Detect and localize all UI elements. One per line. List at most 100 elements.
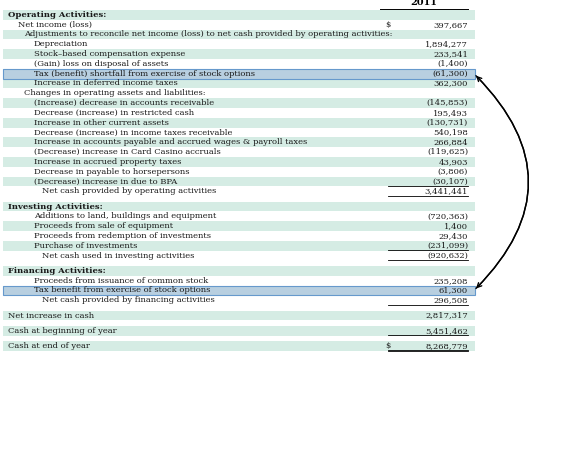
Text: 1,894,277: 1,894,277 (425, 40, 468, 48)
Bar (3, 276, 475, 286)
Text: 3,441,441: 3,441,441 (424, 187, 468, 195)
Text: (920,632): (920,632) (427, 252, 468, 260)
Text: $: $ (385, 21, 390, 29)
Bar (3, 251, 475, 261)
Text: Net cash provided by financing activities: Net cash provided by financing activitie… (42, 296, 215, 304)
Text: Cash at beginning of year: Cash at beginning of year (8, 327, 117, 335)
Text: 2011: 2011 (410, 0, 437, 7)
Bar (3, 98, 475, 108)
Bar (3, 167, 475, 176)
Text: Increase in accrued property taxes: Increase in accrued property taxes (34, 158, 181, 166)
Text: 1,400: 1,400 (444, 222, 468, 230)
Bar (3, 59, 475, 69)
Text: Cash at end of year: Cash at end of year (8, 342, 90, 350)
Text: 195,493: 195,493 (433, 109, 468, 117)
Text: Increase in deferred income taxes: Increase in deferred income taxes (34, 80, 178, 87)
Bar (3, 221, 475, 231)
Bar (3, 69, 475, 79)
Bar (3, 241, 475, 251)
Bar (3, 128, 475, 137)
Text: Net cash provided by operating activities: Net cash provided by operating activitie… (42, 187, 216, 195)
Text: 397,667: 397,667 (433, 21, 468, 29)
Text: (119,625): (119,625) (427, 148, 468, 156)
Text: (Decrease) increase in Card Casino accruals: (Decrease) increase in Card Casino accru… (34, 148, 221, 156)
Text: Net cash used in investing activities: Net cash used in investing activities (42, 252, 194, 260)
Text: (1,400): (1,400) (437, 60, 468, 68)
Text: Tax (benefit) shortfall from exercise of stock options: Tax (benefit) shortfall from exercise of… (34, 70, 255, 78)
Bar (3, 176, 475, 186)
Text: 61,300: 61,300 (439, 287, 468, 294)
Bar (3, 202, 475, 211)
Text: Investing Activities:: Investing Activities: (8, 202, 103, 211)
Bar (3, 286, 475, 295)
Text: Financing Activities:: Financing Activities: (8, 267, 106, 275)
Text: Net increase in cash: Net increase in cash (8, 311, 94, 320)
Bar (3, 186, 475, 196)
Text: Proceeds from issuance of common stock: Proceeds from issuance of common stock (34, 277, 208, 285)
Text: 296,508: 296,508 (434, 296, 468, 304)
Bar (3, 10, 475, 20)
Bar (3, 20, 475, 30)
Bar (3, 305, 475, 310)
Bar (3, 157, 475, 167)
Text: Operating Activities:: Operating Activities: (8, 11, 106, 19)
Text: (231,099): (231,099) (427, 242, 468, 250)
Text: Adjustments to reconcile net income (loss) to net cash provided by operating act: Adjustments to reconcile net income (los… (24, 31, 393, 39)
Bar (3, 231, 475, 241)
Text: Increase in other current assets: Increase in other current assets (34, 119, 169, 127)
Text: Tax benefit from exercise of stock options: Tax benefit from exercise of stock optio… (34, 287, 210, 294)
Text: Increase in accounts payable and accrued wages & payroll taxes: Increase in accounts payable and accrued… (34, 138, 307, 146)
Text: Changes in operating assets and liabilities:: Changes in operating assets and liabilit… (24, 89, 205, 97)
Bar (3, 286, 475, 295)
Text: 266,884: 266,884 (433, 138, 468, 146)
Bar (3, 88, 475, 98)
Text: 235,208: 235,208 (434, 277, 468, 285)
Bar (3, 196, 475, 202)
Text: Decrease (increase) in restricted cash: Decrease (increase) in restricted cash (34, 109, 194, 117)
Text: Stock–based compensation expense: Stock–based compensation expense (34, 50, 185, 58)
Text: 8,268,779: 8,268,779 (426, 342, 468, 350)
Bar (3, 295, 475, 305)
Text: (145,853): (145,853) (427, 99, 468, 107)
Text: Decrease in payable to horsepersons: Decrease in payable to horsepersons (34, 168, 190, 176)
Text: (3,806): (3,806) (438, 168, 468, 176)
Text: (130,731): (130,731) (427, 119, 468, 127)
Bar (3, 118, 475, 128)
Text: (61,300): (61,300) (433, 70, 468, 78)
Bar (3, 341, 475, 351)
Bar (3, 261, 475, 266)
Text: 5,451,462: 5,451,462 (425, 327, 468, 335)
Text: 29,430: 29,430 (438, 232, 468, 240)
Text: (30,107): (30,107) (432, 177, 468, 185)
Bar (3, 147, 475, 157)
Bar (3, 30, 475, 40)
Bar (3, 79, 475, 88)
Text: Decrease (increase) in income taxes receivable: Decrease (increase) in income taxes rece… (34, 129, 232, 136)
Text: (Increase) decrease in accounts receivable: (Increase) decrease in accounts receivab… (34, 99, 214, 107)
Text: 43,903: 43,903 (438, 158, 468, 166)
Text: (Gain) loss on disposal of assets: (Gain) loss on disposal of assets (34, 60, 168, 68)
Text: $: $ (385, 342, 390, 350)
Bar (3, 320, 475, 326)
Text: Purchase of investments: Purchase of investments (34, 242, 137, 250)
Text: (720,363): (720,363) (427, 212, 468, 220)
Text: Proceeds from sale of equipment: Proceeds from sale of equipment (34, 222, 173, 230)
Bar (3, 40, 475, 49)
Text: Additions to land, buildings and equipment: Additions to land, buildings and equipme… (34, 212, 217, 220)
Bar (3, 108, 475, 118)
Bar (3, 212, 475, 221)
Bar (3, 49, 475, 59)
Bar (3, 266, 475, 276)
Bar (3, 69, 475, 79)
Text: Depreciation: Depreciation (34, 40, 89, 48)
Bar (3, 310, 475, 320)
Bar (3, 326, 475, 336)
Text: (Decrease) increase in due to BPA: (Decrease) increase in due to BPA (34, 177, 177, 185)
Text: 540,198: 540,198 (433, 129, 468, 136)
Bar (3, 137, 475, 147)
Bar (3, 336, 475, 341)
Text: 362,300: 362,300 (434, 80, 468, 87)
Text: 2,817,317: 2,817,317 (425, 311, 468, 320)
Text: 233,541: 233,541 (433, 50, 468, 58)
Text: Net income (loss): Net income (loss) (18, 21, 92, 29)
